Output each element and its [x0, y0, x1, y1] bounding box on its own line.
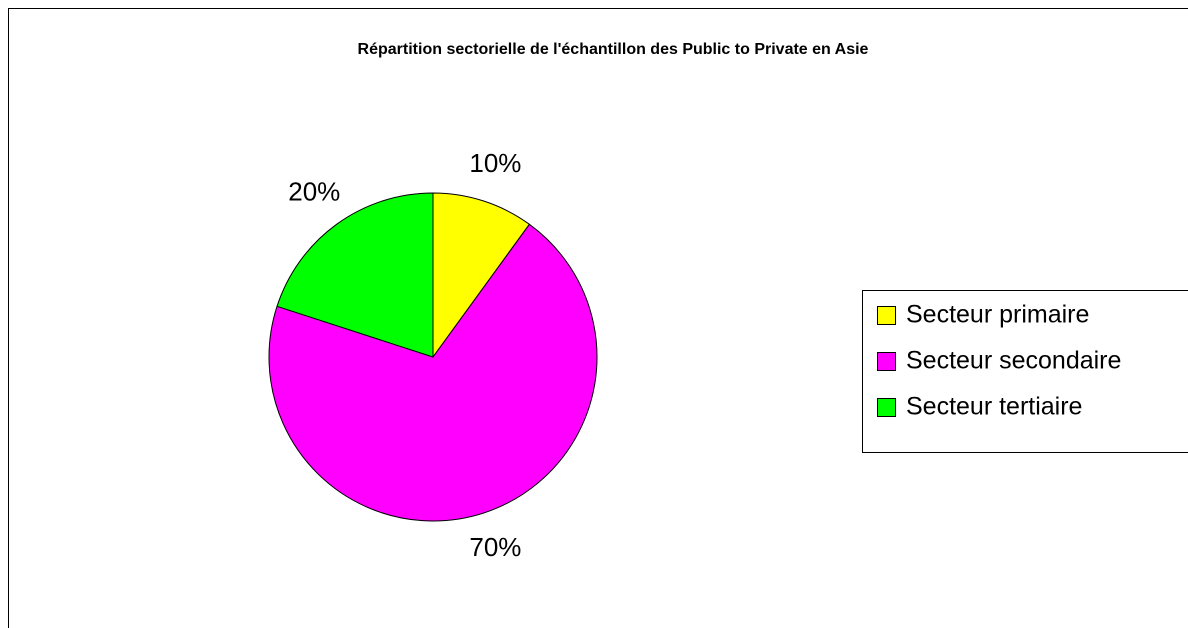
pie-slice: [268, 223, 598, 522]
pie-slice: [276, 192, 434, 358]
legend-swatch: [877, 306, 896, 325]
data-label: 10%: [469, 148, 521, 178]
pie-slice: [432, 192, 531, 359]
data-label: 20%: [288, 176, 340, 206]
legend-label: Secteur secondaire: [906, 347, 1121, 375]
data-label: 70%: [469, 532, 521, 562]
legend-label: Secteur tertiaire: [906, 393, 1082, 421]
legend-frame: [862, 290, 1188, 453]
legend-label: Secteur primaire: [906, 301, 1089, 329]
chart-title: Répartition sectorielle de l'échantillon…: [358, 41, 869, 58]
legend-swatch: [877, 398, 896, 417]
legend-swatch: [877, 352, 896, 371]
